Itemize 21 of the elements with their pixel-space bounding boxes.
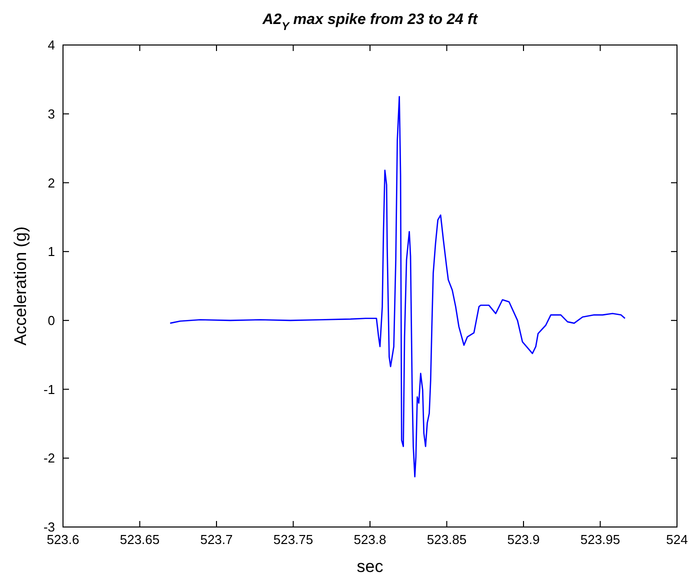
x-tick-label: 523.6 — [46, 532, 80, 547]
x-tick-label: 523.9 — [507, 532, 540, 547]
x-tick-label: 523.95 — [580, 532, 620, 547]
x-axis-title: sec — [356, 557, 384, 576]
x-tick-label: 523.7 — [200, 532, 233, 547]
y-tick-label: 4 — [48, 38, 55, 53]
x-tick-label: 523.8 — [354, 532, 386, 547]
y-tick-label: 1 — [48, 244, 55, 260]
y-tick-label: -1 — [43, 382, 55, 397]
y-tick-label: 0 — [48, 312, 55, 328]
x-tick-label: 523.85 — [426, 532, 467, 547]
y-tick-label: 3 — [48, 106, 55, 122]
chart-title: A2$_{Y}$ max spike from 23 to 24 ft — [261, 11, 479, 33]
y-tick-label: -2 — [43, 450, 55, 466]
y-tick-label: -3 — [43, 520, 55, 535]
x-tick-label: 524 — [666, 532, 688, 547]
y-axis-title: Acceleration (g) — [11, 226, 30, 346]
x-tick-label: 523.65 — [120, 532, 160, 547]
y-tick-label: 2 — [48, 175, 55, 190]
line-series — [169, 96, 626, 478]
x-tick-label: 523.75 — [273, 532, 314, 547]
